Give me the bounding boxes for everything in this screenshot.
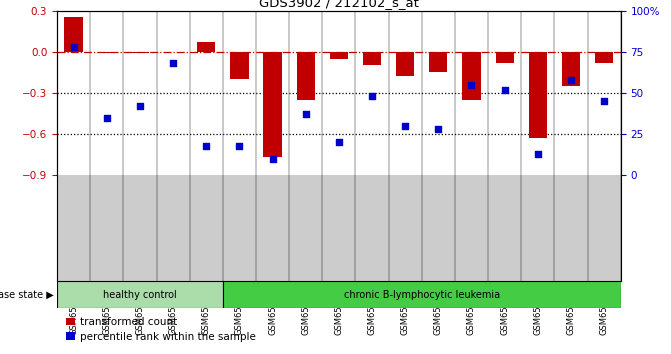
Point — [201, 143, 211, 148]
Point — [301, 112, 311, 117]
Bar — [131, 52, 149, 53]
Bar — [396, 52, 414, 76]
Text: chronic B-lymphocytic leukemia: chronic B-lymphocytic leukemia — [344, 290, 500, 300]
Point — [433, 126, 444, 132]
Bar — [64, 17, 83, 52]
Point — [135, 103, 146, 109]
Point — [532, 151, 543, 157]
Point — [267, 156, 278, 161]
Bar — [462, 52, 480, 100]
Bar — [197, 42, 215, 52]
Point — [366, 93, 377, 99]
Text: disease state ▶: disease state ▶ — [0, 290, 54, 300]
Point — [234, 143, 245, 148]
Bar — [57, 281, 223, 308]
Title: GDS3902 / 212102_s_at: GDS3902 / 212102_s_at — [259, 0, 419, 10]
Legend: transformed count, percentile rank within the sample: transformed count, percentile rank withi… — [62, 313, 260, 346]
Point — [599, 98, 609, 104]
Bar — [329, 52, 348, 59]
Bar — [562, 52, 580, 86]
Point — [499, 87, 510, 92]
Point — [68, 44, 79, 50]
Bar — [529, 52, 547, 138]
Bar — [223, 281, 621, 308]
Bar — [363, 52, 381, 65]
Bar — [595, 52, 613, 63]
Point — [566, 77, 576, 82]
Bar — [495, 52, 514, 63]
Bar — [429, 52, 448, 72]
Bar — [98, 52, 116, 53]
Bar — [230, 52, 248, 79]
Point — [466, 82, 477, 87]
Point — [168, 61, 178, 66]
Bar — [264, 52, 282, 158]
Point — [333, 139, 344, 145]
Text: healthy control: healthy control — [103, 290, 176, 300]
Point — [101, 115, 112, 120]
Point — [400, 123, 411, 129]
Bar — [297, 52, 315, 100]
